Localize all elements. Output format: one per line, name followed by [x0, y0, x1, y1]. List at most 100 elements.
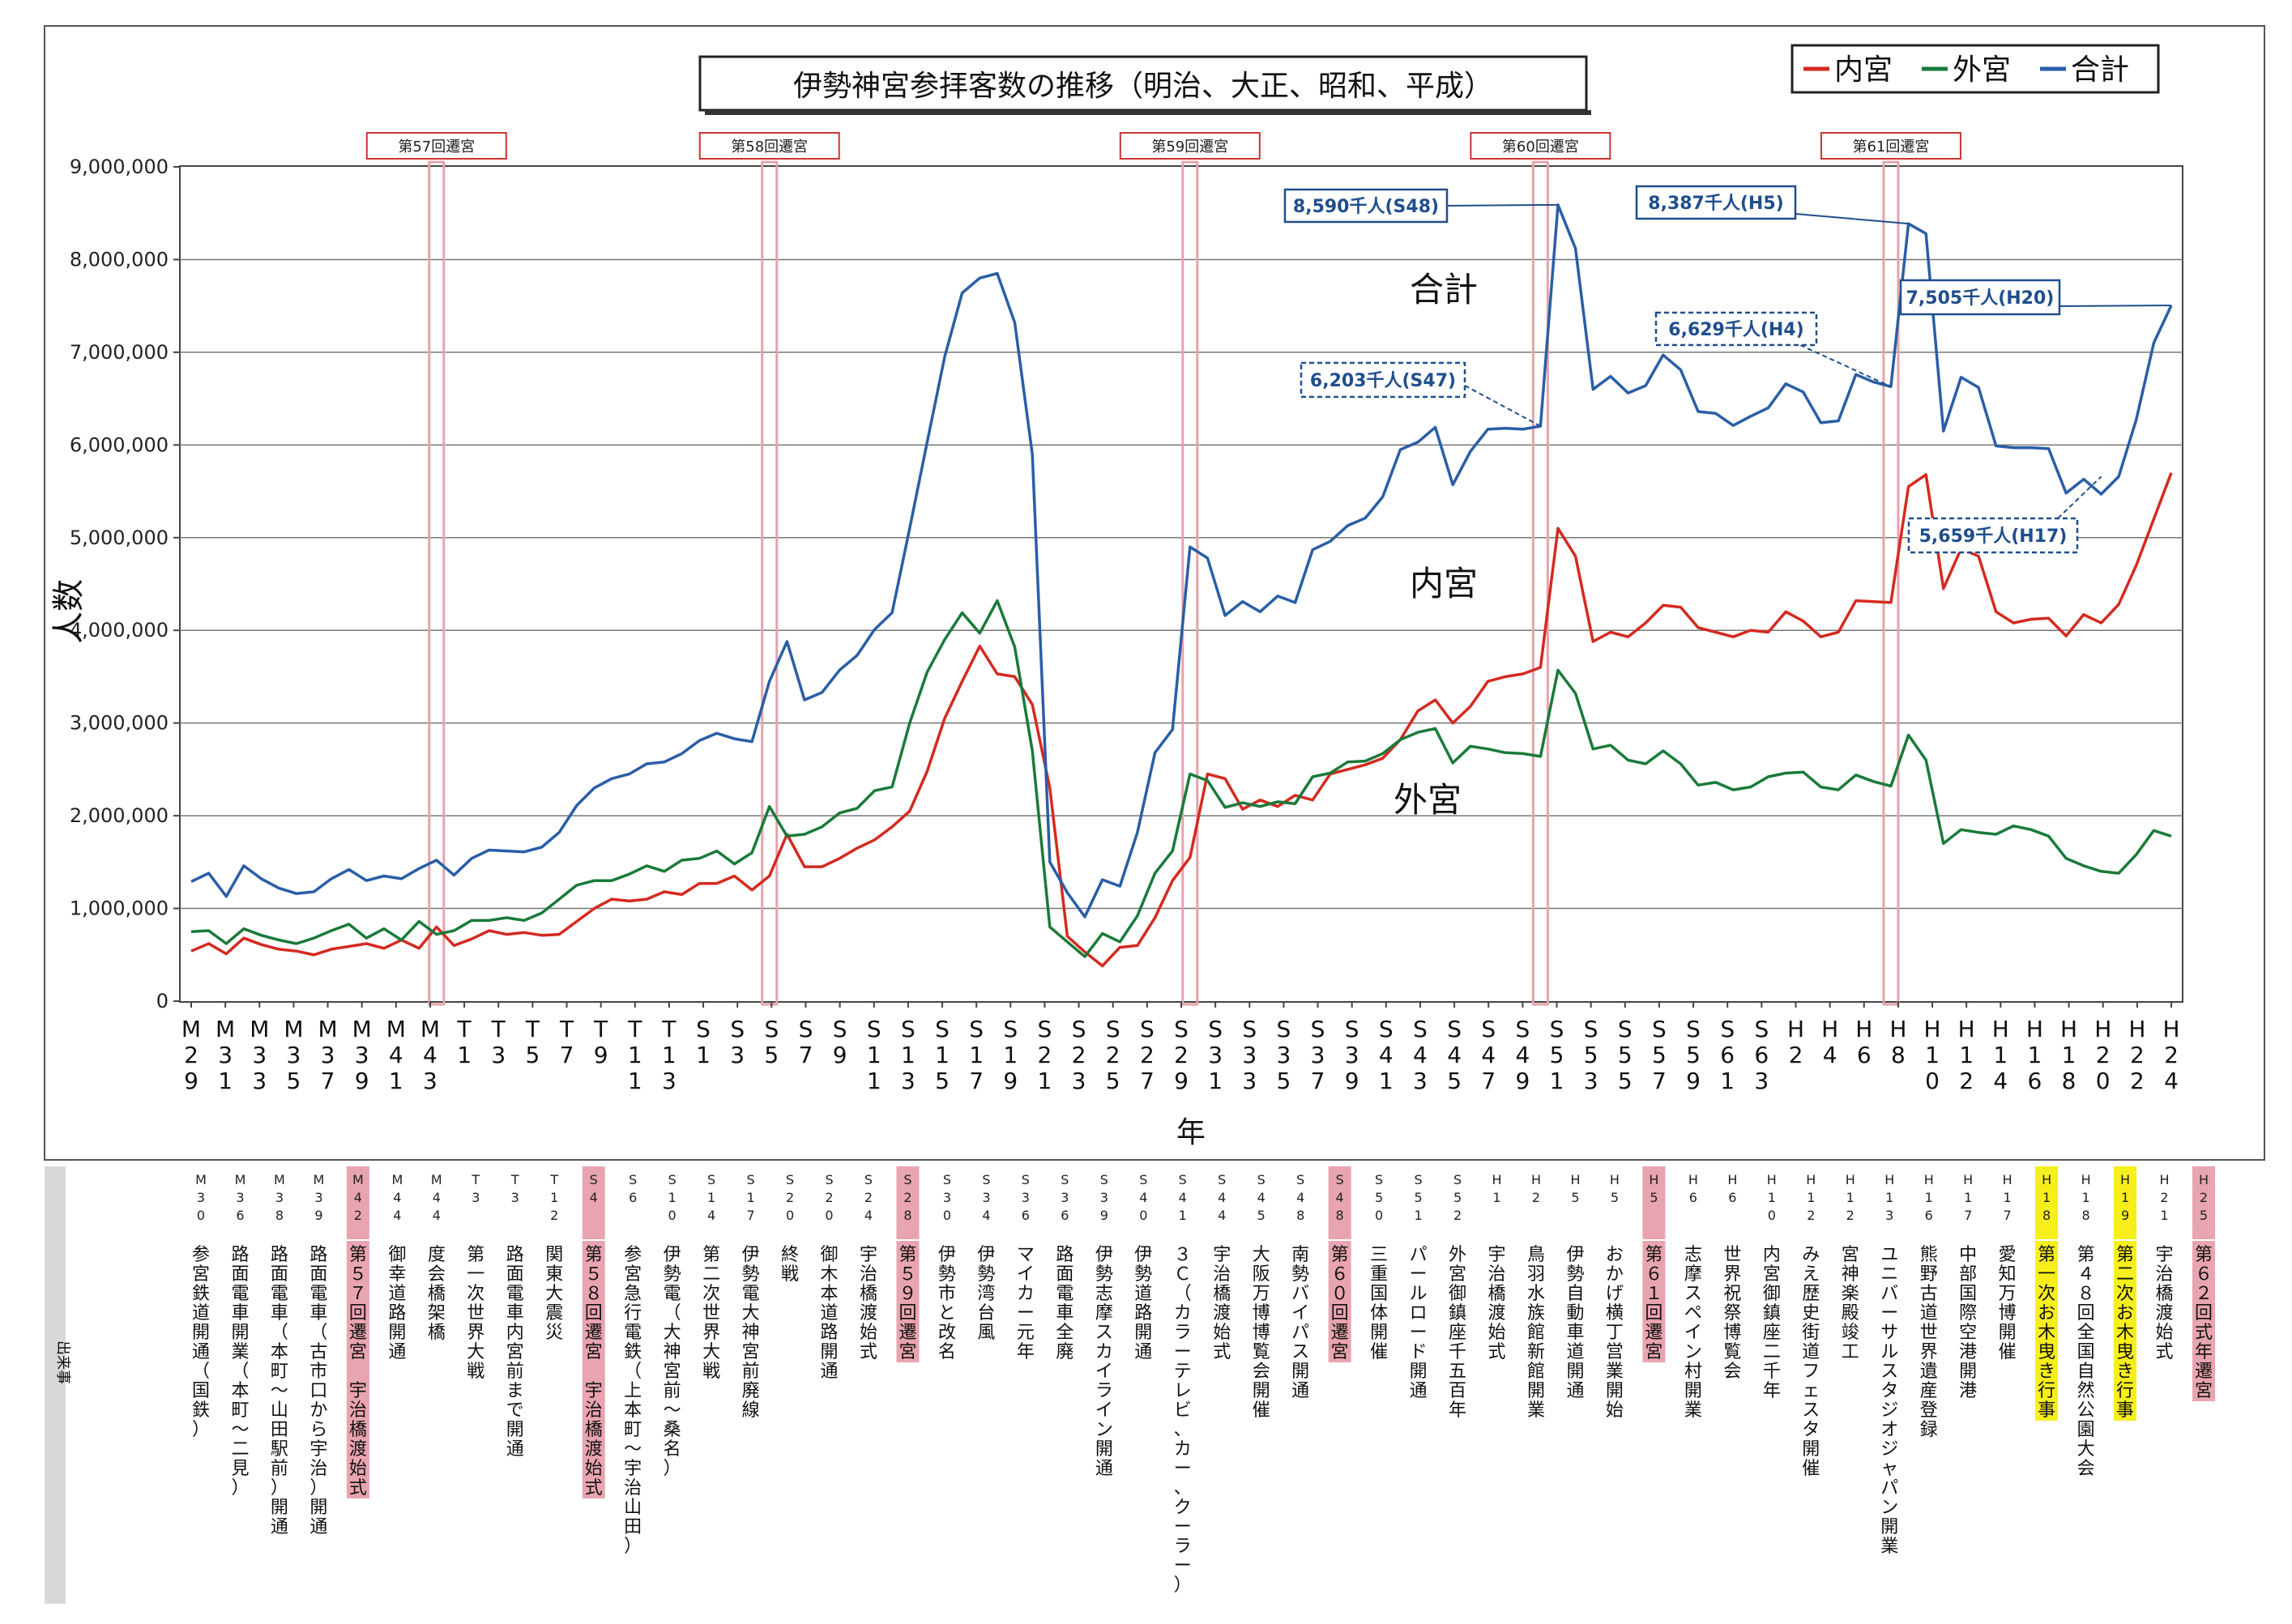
event-text: 路面電車内宮前まで開通: [506, 1245, 524, 1460]
callout-label: 6,629千人(H4): [1668, 320, 1803, 340]
event-text: 伊勢志摩スカイライン開通: [1095, 1245, 1113, 1479]
chart-title-shadow: [705, 110, 1591, 115]
event-text: 関東大震災: [545, 1245, 563, 1343]
callout-box: [1899, 279, 2061, 316]
event-text: 第６２回式年遷宮: [2195, 1245, 2213, 1401]
callout-label: 6,203千人(S47): [1310, 371, 1456, 391]
event-text: みえ歴史街道フェスタ開催: [1802, 1245, 1820, 1479]
callout-pointer: [1799, 344, 1892, 388]
event-text: マイカー元年: [1017, 1245, 1035, 1362]
series-label-geku: 外宮: [1394, 780, 1462, 820]
legend-entry: 合計: [2071, 53, 2129, 87]
y-tick-label: 8,000,000: [70, 248, 169, 271]
sengu-marker: [1882, 160, 1900, 1006]
callout-box: [1300, 361, 1466, 399]
event-text: 中部国際空港開港: [1959, 1245, 1977, 1401]
callout-label: 8,387千人(H5): [1648, 194, 1783, 214]
event-text: 路面電車（古市口から宇治）開通: [309, 1245, 327, 1537]
y-tick-label: 3,000,000: [70, 712, 169, 735]
event-year-highlight: [2114, 1166, 2137, 1239]
event-text: 御木本道路開通: [821, 1245, 839, 1382]
callout-pointer: [1464, 385, 1541, 427]
event-text: 第５７回遷宮 宇治橋渡始式: [349, 1245, 367, 1498]
sengu-label-box: [365, 132, 507, 160]
event-text-highlight: [582, 1241, 605, 1498]
callout-label: 8,590千人(S48): [1293, 197, 1439, 217]
y-tick-label: 2,000,000: [70, 804, 169, 827]
y-tick-label: 1,000,000: [70, 897, 169, 920]
event-text-highlight: [346, 1241, 369, 1498]
event-text: 三重国体開催: [1370, 1245, 1388, 1362]
event-text: 第６１回遷宮: [1645, 1245, 1662, 1362]
event-text-highlight: [2114, 1241, 2137, 1421]
event-text: 伊勢電（大神宮前〜桑名）: [664, 1245, 681, 1479]
sengu-marker: [428, 160, 446, 1006]
event-text: 宇治橋渡始式: [1213, 1245, 1231, 1362]
event-text: 外宮御鎮座千五百年: [1449, 1245, 1466, 1421]
event-text-highlight: [1328, 1241, 1351, 1362]
series-line-外宮: [190, 599, 2172, 958]
series-line-合計: [190, 203, 2173, 919]
callout-box: [1283, 188, 1449, 224]
event-text: 伊勢電大神宮前廃線: [742, 1245, 760, 1421]
series-line-内宮: [190, 472, 2173, 968]
y-axis-label: 人数: [50, 579, 87, 644]
event-text: ３Ｃ（カラーテレビ、カー、クーラー）: [1174, 1245, 1192, 1596]
event-text: 熊野古道世界遺産登録: [1920, 1245, 1938, 1440]
event-year-highlight: [2192, 1166, 2215, 1239]
event-text: 伊勢湾台風: [977, 1245, 995, 1343]
